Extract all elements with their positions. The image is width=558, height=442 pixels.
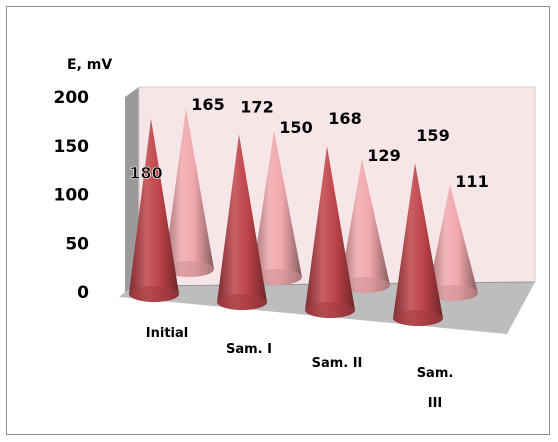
data-label: 180 <box>129 164 162 183</box>
cone-body <box>164 108 214 277</box>
cone <box>428 184 478 301</box>
category-label: Sam. II <box>312 356 363 371</box>
cone-base <box>305 302 355 318</box>
cone <box>129 118 179 302</box>
cone <box>164 108 214 277</box>
cone-body <box>217 134 267 310</box>
cone-body <box>393 162 443 326</box>
data-label: 165 <box>191 95 224 114</box>
category-label: Sam. I <box>226 342 272 357</box>
cone <box>305 146 355 318</box>
y-axis: E, mV 0 50 100 150 200 <box>54 57 113 303</box>
y-axis-title: E, mV <box>67 57 112 73</box>
cone <box>217 134 267 310</box>
cone-series <box>129 108 478 326</box>
data-label: 129 <box>367 146 400 165</box>
category-label: Sam. III <box>417 366 454 411</box>
y-tick-label: 200 <box>54 88 90 108</box>
cone-body <box>340 159 390 293</box>
cone-base <box>252 269 302 285</box>
cone-base <box>129 286 179 302</box>
y-tick-label: 150 <box>54 137 90 157</box>
data-label: 159 <box>416 126 449 145</box>
y-tick-label: 0 <box>77 283 89 303</box>
data-label: 111 <box>455 172 488 191</box>
data-label: 172 <box>240 97 273 116</box>
y-tick-label: 50 <box>65 234 89 254</box>
cone-body <box>305 146 355 318</box>
cone-body <box>252 130 302 285</box>
category-labels: Initial Sam. I Sam. II Sam. III <box>146 326 454 411</box>
category-label: Initial <box>146 326 188 341</box>
data-label: 168 <box>328 109 361 128</box>
cone-chart: E, mV 0 50 100 150 200 165 150 129 111 180 172 168… <box>54 57 536 411</box>
cone-body <box>428 184 478 301</box>
cone-base <box>340 277 390 293</box>
cone-base <box>217 294 267 310</box>
cone <box>252 130 302 285</box>
cone-body <box>129 118 179 302</box>
side-wall <box>125 87 139 292</box>
cone-base <box>393 310 443 326</box>
data-label: 150 <box>279 118 312 137</box>
cone-base <box>428 285 478 301</box>
cone <box>393 162 443 326</box>
cone-base <box>164 261 214 277</box>
chart-frame: E, mV 0 50 100 150 200 165 150 129 111 180 172 168… <box>6 6 550 435</box>
data-labels: 165 150 129 111 180 172 168 159 <box>129 95 489 191</box>
y-tick-label: 100 <box>54 186 90 206</box>
cone <box>340 159 390 293</box>
